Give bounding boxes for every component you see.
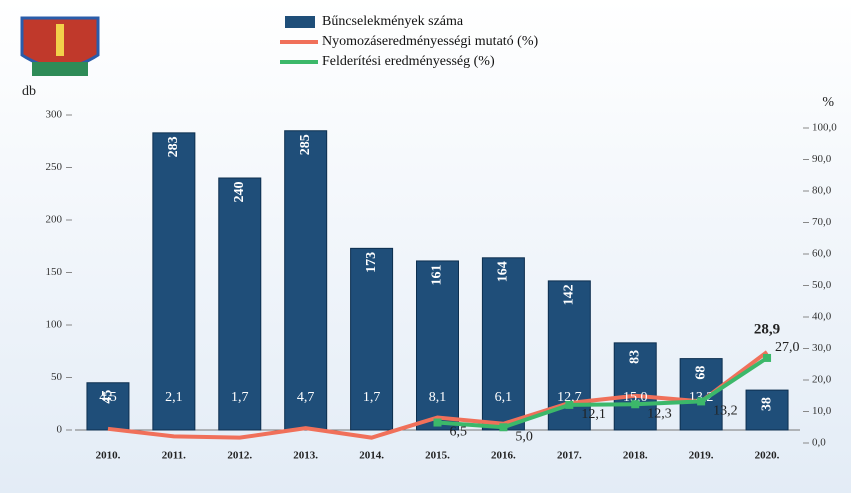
logo <box>22 18 98 76</box>
legend-label: Felderítési eredményesség (%) <box>322 54 495 69</box>
marker <box>565 401 573 409</box>
legend-label: Nyomozáseredményességi mutató (%) <box>322 34 538 49</box>
y-tick-label: 250 <box>46 161 63 173</box>
bar-label: 142 <box>562 284 577 305</box>
marker <box>631 400 639 408</box>
y-tick-label: 150 <box>46 266 63 278</box>
bar-label: 68 <box>693 366 708 380</box>
y2-tick-label: 80,0 <box>812 185 832 197</box>
bar-label: 285 <box>298 134 313 155</box>
x-tick-label: 2011. <box>162 450 186 462</box>
value-label: 4,7 <box>297 390 315 405</box>
value-label: 5,0 <box>515 429 533 444</box>
y2-tick-label: 60,0 <box>812 248 832 260</box>
value-label: 2,1 <box>165 390 183 405</box>
value-label: 28,9 <box>754 321 780 337</box>
x-tick-label: 2013. <box>293 450 318 462</box>
y2-tick-label: 40,0 <box>812 311 832 323</box>
bar-label: 240 <box>232 181 247 202</box>
y-tick-label: 100 <box>46 319 63 331</box>
value-label: 13,2 <box>713 404 738 419</box>
x-tick-label: 2020. <box>755 450 780 462</box>
x-tick-label: 2014. <box>359 450 384 462</box>
x-tick-label: 2010. <box>96 450 121 462</box>
y-tick-label: 0 <box>57 424 63 436</box>
value-label: 6,1 <box>495 390 513 405</box>
marker <box>434 419 442 427</box>
y2-tick-label: 70,0 <box>812 216 832 228</box>
y2-tick-label: 30,0 <box>812 342 832 354</box>
value-label: 4,5 <box>99 390 117 405</box>
x-tick-label: 2016. <box>491 450 516 462</box>
marker <box>763 354 771 362</box>
value-label: 6,5 <box>450 425 468 440</box>
x-tick-label: 2012. <box>227 450 252 462</box>
bar-label: 164 <box>496 261 511 282</box>
y-axis-label: db <box>22 84 36 99</box>
x-tick-label: 2019. <box>689 450 714 462</box>
value-label: 12,1 <box>581 407 606 422</box>
y2-tick-label: 50,0 <box>812 279 832 291</box>
chart: db % 0 50 100 150 200 250 300 0,0 10,0 20,0 30,0 40… <box>0 0 851 493</box>
bar <box>153 133 195 430</box>
marker <box>499 423 507 431</box>
value-label: 1,7 <box>231 390 249 405</box>
x-tick-label: 2015. <box>425 450 450 462</box>
value-label: 27,0 <box>775 340 800 355</box>
value-label: 8,1 <box>429 390 447 405</box>
legend-swatch <box>285 16 315 28</box>
legend-label: Bűncselekmények száma <box>322 14 464 29</box>
y2-tick-label: 100,0 <box>812 122 837 134</box>
bar-label: 83 <box>627 350 642 364</box>
bar-label: 38 <box>759 397 774 411</box>
y2-tick-label: 20,0 <box>812 374 832 386</box>
y2-tick-label: 90,0 <box>812 153 832 165</box>
y-tick-label: 300 <box>46 109 63 121</box>
value-label: 12,3 <box>647 406 672 421</box>
bar <box>285 131 327 430</box>
value-label: 1,7 <box>363 390 381 405</box>
marker <box>697 397 705 405</box>
y2-tick-label: 0,0 <box>812 437 826 449</box>
x-tick-label: 2017. <box>557 450 582 462</box>
bar-label: 283 <box>166 136 181 157</box>
bar-label: 173 <box>364 252 379 273</box>
y2-axis-label: % <box>822 95 834 110</box>
bar-label: 161 <box>430 264 445 285</box>
x-tick-label: 2018. <box>623 450 648 462</box>
y2-tick-label: 10,0 <box>812 405 832 417</box>
y-tick-label: 200 <box>46 214 63 226</box>
y-tick-label: 50 <box>51 371 63 383</box>
